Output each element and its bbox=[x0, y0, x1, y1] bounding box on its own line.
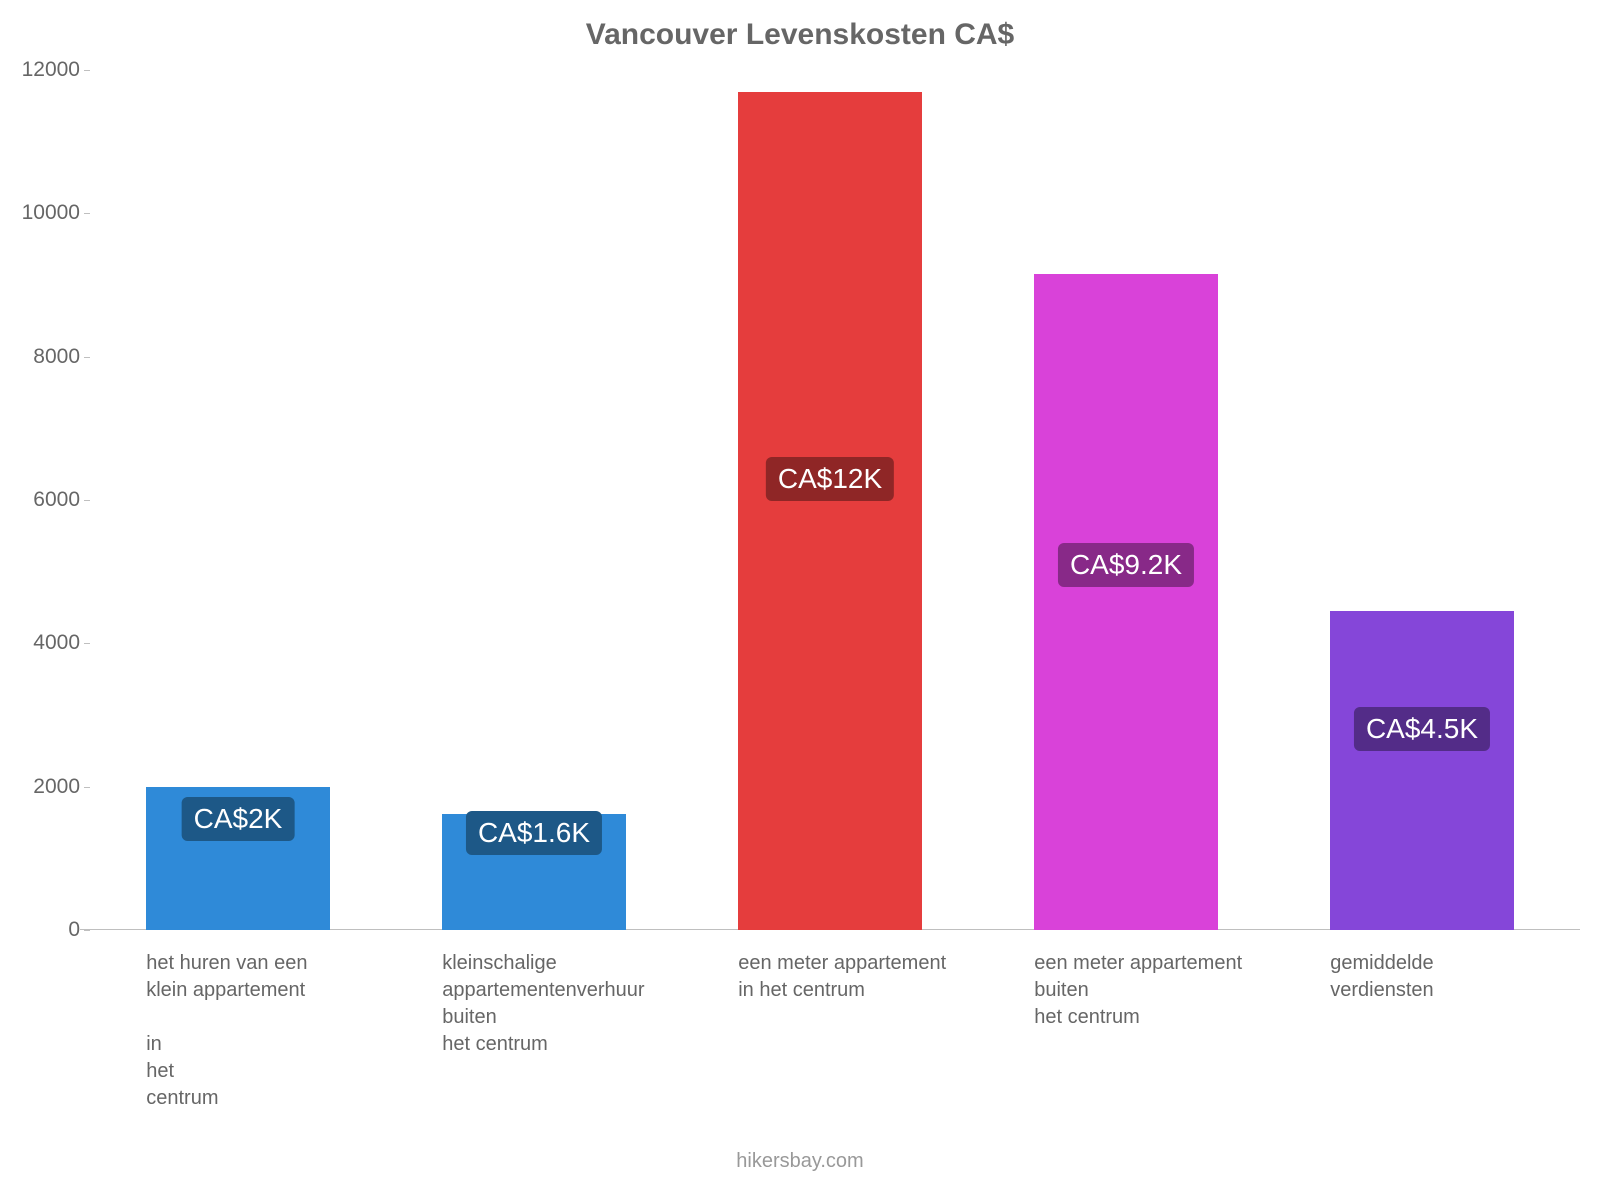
source-attribution: hikersbay.com bbox=[0, 1150, 1600, 1173]
bar-value-label: CA$4.5K bbox=[1354, 707, 1490, 751]
bar bbox=[738, 92, 922, 931]
chart-title: Vancouver Levenskosten CA$ bbox=[0, 18, 1600, 52]
bar-value-label: CA$9.2K bbox=[1058, 543, 1194, 587]
bar-value-label: CA$12K bbox=[766, 457, 894, 501]
y-tick-mark bbox=[84, 930, 90, 931]
y-tick-mark bbox=[84, 213, 90, 214]
plot-area: 020004000600080001000012000CA$2Khet hure… bbox=[90, 70, 1570, 930]
bar-value-label: CA$1.6K bbox=[466, 811, 602, 855]
x-category-label: gemiddeldeverdiensten bbox=[1330, 950, 1433, 1004]
x-category-label: een meter appartementbuitenhet centrum bbox=[1034, 950, 1242, 1031]
y-tick-label: 6000 bbox=[33, 488, 90, 512]
y-tick-mark bbox=[84, 500, 90, 501]
y-tick-mark bbox=[84, 787, 90, 788]
y-tick-mark bbox=[84, 357, 90, 358]
bar bbox=[1034, 274, 1218, 930]
bar-value-label: CA$2K bbox=[182, 797, 295, 841]
y-tick-label: 12000 bbox=[22, 58, 90, 82]
bar bbox=[1330, 611, 1514, 930]
y-tick-label: 2000 bbox=[33, 775, 90, 799]
y-tick-label: 4000 bbox=[33, 631, 90, 655]
x-category-label: een meter appartementin het centrum bbox=[738, 950, 946, 1004]
y-tick-mark bbox=[84, 643, 90, 644]
y-tick-mark bbox=[84, 70, 90, 71]
x-category-label: het huren van eenklein appartement inhet… bbox=[146, 950, 307, 1112]
y-tick-label: 10000 bbox=[22, 201, 90, 225]
y-tick-label: 8000 bbox=[33, 345, 90, 369]
cost-of-living-chart: Vancouver Levenskosten CA$ 0200040006000… bbox=[0, 0, 1600, 1200]
x-category-label: kleinschaligeappartementenverhuurbuitenh… bbox=[442, 950, 644, 1058]
